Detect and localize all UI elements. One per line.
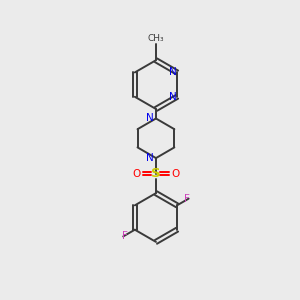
Text: F: F xyxy=(122,231,128,242)
Text: N: N xyxy=(169,92,177,102)
Text: O: O xyxy=(133,169,141,178)
Text: N: N xyxy=(146,113,154,124)
Text: O: O xyxy=(171,169,179,178)
Text: N: N xyxy=(169,67,177,77)
Text: N: N xyxy=(146,153,154,163)
Text: S: S xyxy=(151,167,161,180)
Text: CH₃: CH₃ xyxy=(148,34,164,43)
Text: F: F xyxy=(184,194,190,204)
